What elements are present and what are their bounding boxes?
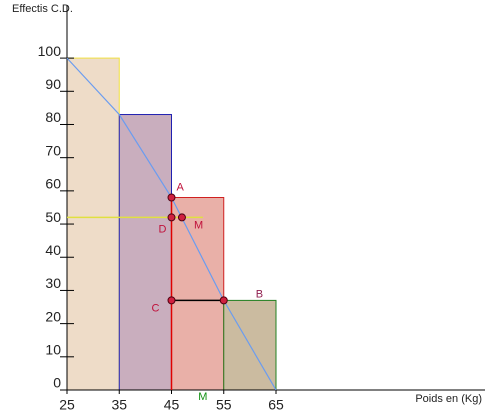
point-label: B xyxy=(256,288,263,300)
y-tick-label: 90 xyxy=(45,76,61,92)
x-axis-label: Poids en (Kg) xyxy=(415,393,482,405)
point xyxy=(167,296,176,305)
y-tick-label: 80 xyxy=(45,109,61,125)
y-axis-label: Effectis C.D. xyxy=(12,3,73,15)
x-tick-label: 35 xyxy=(111,397,127,413)
y-tick-label: 0 xyxy=(53,375,61,391)
y-tick-label: 100 xyxy=(38,43,62,59)
x-tick-label: 25 xyxy=(59,397,75,413)
point-label: M xyxy=(194,219,203,231)
point-label: C xyxy=(152,302,160,314)
bar xyxy=(118,114,172,391)
x-tick-label: 45 xyxy=(164,397,180,413)
point-label: A xyxy=(177,181,185,193)
y-tick-label: 20 xyxy=(45,308,61,324)
point-label: D xyxy=(159,223,167,235)
y-tick-label: 10 xyxy=(45,342,61,358)
bar xyxy=(171,197,225,391)
y-tick-label: 60 xyxy=(45,176,61,192)
y-tick-label: 30 xyxy=(45,275,61,291)
y-tick-label: 70 xyxy=(45,142,61,158)
point xyxy=(167,193,176,202)
point xyxy=(177,213,186,222)
x-tick-label: 55 xyxy=(216,397,232,413)
bar xyxy=(66,57,120,391)
y-tick-label: 50 xyxy=(45,209,61,225)
y-tick-label: 40 xyxy=(45,242,61,258)
point xyxy=(219,296,228,305)
point xyxy=(167,213,176,222)
x-tick-label: 65 xyxy=(268,397,284,413)
axis-marker-label: M xyxy=(198,391,207,403)
